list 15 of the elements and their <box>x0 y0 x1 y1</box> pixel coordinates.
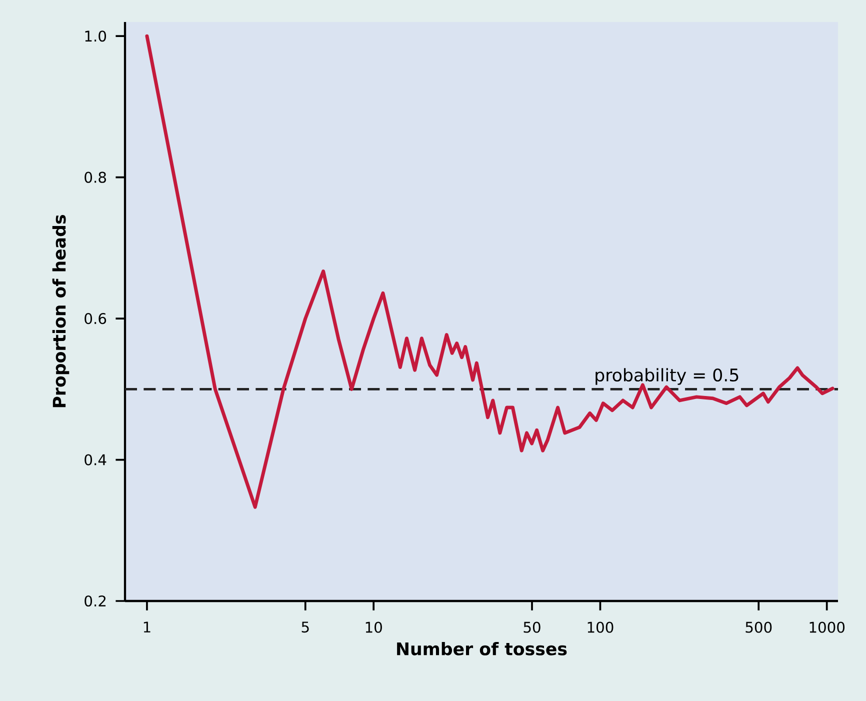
y-tick-label: 1.0 <box>85 30 106 42</box>
x-tick-label: 500 <box>746 622 772 633</box>
x-axis-title: Number of tosses <box>397 642 567 656</box>
y-tick-label: 0.8 <box>84 172 106 183</box>
ref-line-label: probability = 0.5 <box>596 368 738 385</box>
x-tick-label: 50 <box>524 622 540 633</box>
x-tick-label: 100 <box>588 622 614 633</box>
y-axis-title: Proportion of heads <box>52 215 70 408</box>
y-tick-label: 0.2 <box>84 595 106 607</box>
x-tick-label: 1000 <box>810 622 845 633</box>
x-tick-label: 5 <box>302 622 309 633</box>
x-tick-label: 1 <box>144 622 150 632</box>
y-tick-label: 0.4 <box>84 454 106 466</box>
x-tick-label: 10 <box>366 622 382 633</box>
y-tick-label: 0.6 <box>84 313 106 324</box>
